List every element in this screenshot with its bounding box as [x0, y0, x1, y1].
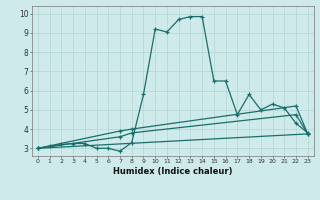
X-axis label: Humidex (Indice chaleur): Humidex (Indice chaleur)	[113, 167, 233, 176]
